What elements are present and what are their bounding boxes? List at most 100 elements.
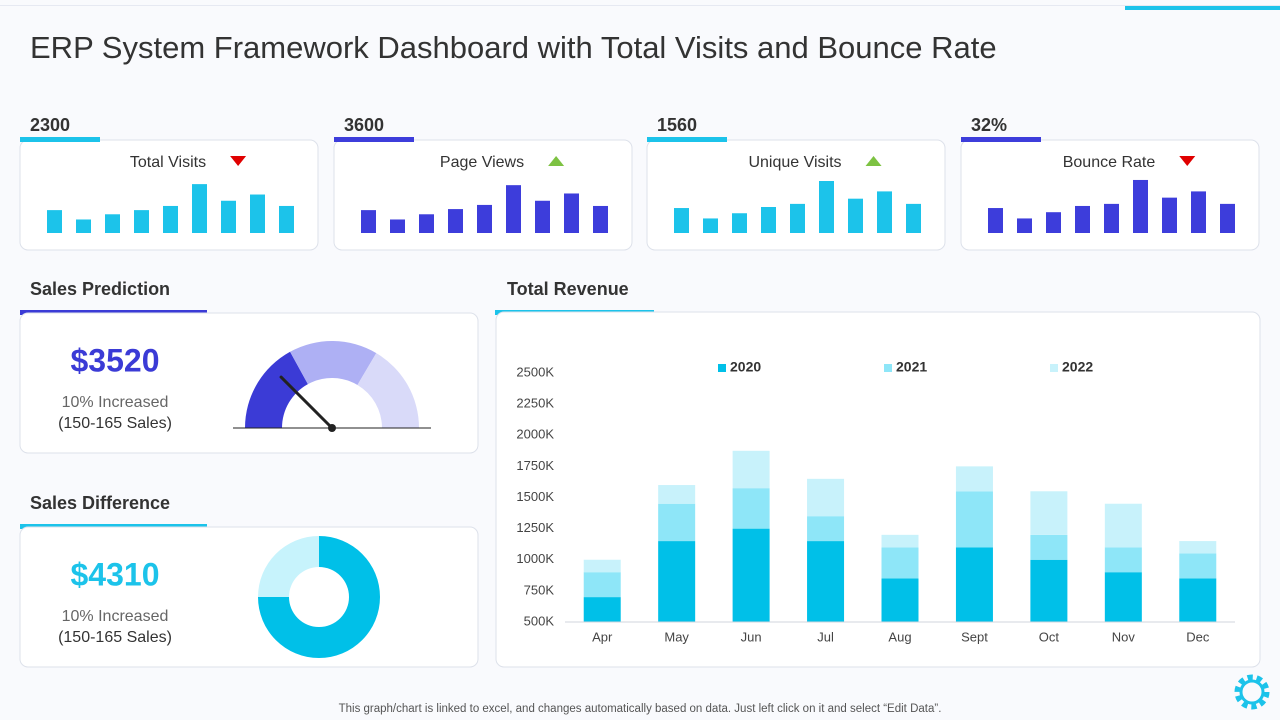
legend-label: 2022 [1062,359,1093,375]
bar-segment [732,488,770,529]
kpi-label: Total Visits [130,154,206,171]
trend-up [548,156,565,166]
bars [583,450,1217,622]
mini-bar [703,218,718,233]
bar-segment [658,503,696,542]
x-tick-label: Oct [1039,629,1060,644]
x-tick-label: Apr [592,629,613,644]
card [19,139,319,251]
gauge-segment [245,351,308,428]
kpi-underline [334,137,414,142]
kpi-underline [961,137,1041,142]
mini-bar [1104,203,1119,233]
bar-segment [732,450,770,489]
x-tick-label: Nov [1112,629,1136,644]
mini-bar [906,203,921,233]
card [333,139,633,251]
bar-segment [807,478,845,517]
y-tick-label: 500K [524,613,555,628]
bar-segment [1179,553,1217,579]
mini-bar [988,208,1003,233]
bar-segment [1104,572,1142,622]
mini-bar [593,205,608,233]
kpi-label: Bounce Rate [1063,154,1156,171]
mini-bar [1162,197,1177,233]
bar-segment [955,547,993,622]
trend-down [1179,156,1196,166]
y-tick-label: 1250K [516,520,554,535]
mini-bar [1133,179,1148,233]
mini-bar [192,184,207,233]
kpi-value: 32% [971,115,1007,135]
sales-range: (150-165 Sales) [58,415,172,432]
sales-change: 10% Increased [62,608,169,625]
y-tick-label: 750K [524,582,555,597]
mini-bar [1017,218,1032,233]
gauge-needle [279,375,334,430]
trend-down [230,156,247,166]
mini-bar [848,198,863,233]
x-tick-label: Jul [817,629,834,644]
bar-segment [732,528,770,622]
bar-segment [1030,534,1068,560]
legend-label: 2020 [730,359,761,375]
bar-segment [583,559,621,573]
section-heading: Total Revenue [507,279,629,299]
kpi-value: 1560 [657,115,697,135]
legend-swatch [884,364,892,372]
bar-segment [658,541,696,622]
mini-bar [877,191,892,233]
x-tick-label: Aug [888,629,911,644]
bar-segment [955,466,993,492]
mini-bar [390,219,405,233]
bar-segment [881,547,919,579]
kpi-value: 3600 [344,115,384,135]
kpi-underline [20,137,100,142]
bar-segment [807,541,845,622]
donut-segment [258,536,380,658]
bar-segment [583,572,621,598]
bar-segment [1030,559,1068,622]
kpi-value: 2300 [30,115,70,135]
mini-bar [76,219,91,233]
mini-bar [279,205,294,233]
mini-bar [506,185,521,233]
mini-bar [1220,203,1235,233]
y-tick-label: 1750K [516,458,554,473]
gauge-hub [328,424,336,432]
y-tick-label: 2250K [516,396,554,411]
sales-amount: $4310 [71,556,160,592]
page-title: ERP System Framework Dashboard with Tota… [30,30,997,65]
mini-bar [674,208,689,233]
card [646,139,946,251]
mini-bar [732,213,747,233]
bar-segment [807,516,845,542]
gauge-segment [357,353,419,428]
mini-bar [535,200,550,233]
legend-swatch [1050,364,1058,372]
mini-bar [134,210,149,233]
footer-note: This graph/chart is linked to excel, and… [339,703,942,715]
y-tick-label: 2000K [516,427,554,442]
kpi-label: Page Views [440,154,524,171]
bar-segment [955,491,993,548]
mini-bar [419,214,434,233]
gear-icon [1234,674,1270,710]
donut-segment [258,536,319,597]
mini-bar [761,207,776,233]
bar-segment [583,597,621,622]
section-heading: Sales Prediction [30,279,170,299]
mini-bar [819,181,834,233]
y-tick-label: 1500K [516,489,554,504]
card [960,139,1260,251]
bar-segment [1030,491,1068,535]
mini-bar [790,203,805,233]
bar-segment [1179,578,1217,622]
y-tick-label: 1000K [516,551,554,566]
top-accent [1125,6,1280,10]
bar-segment [1104,503,1142,548]
x-tick-label: Sept [961,629,988,644]
mini-bar [163,205,178,233]
mini-bar [477,204,492,233]
